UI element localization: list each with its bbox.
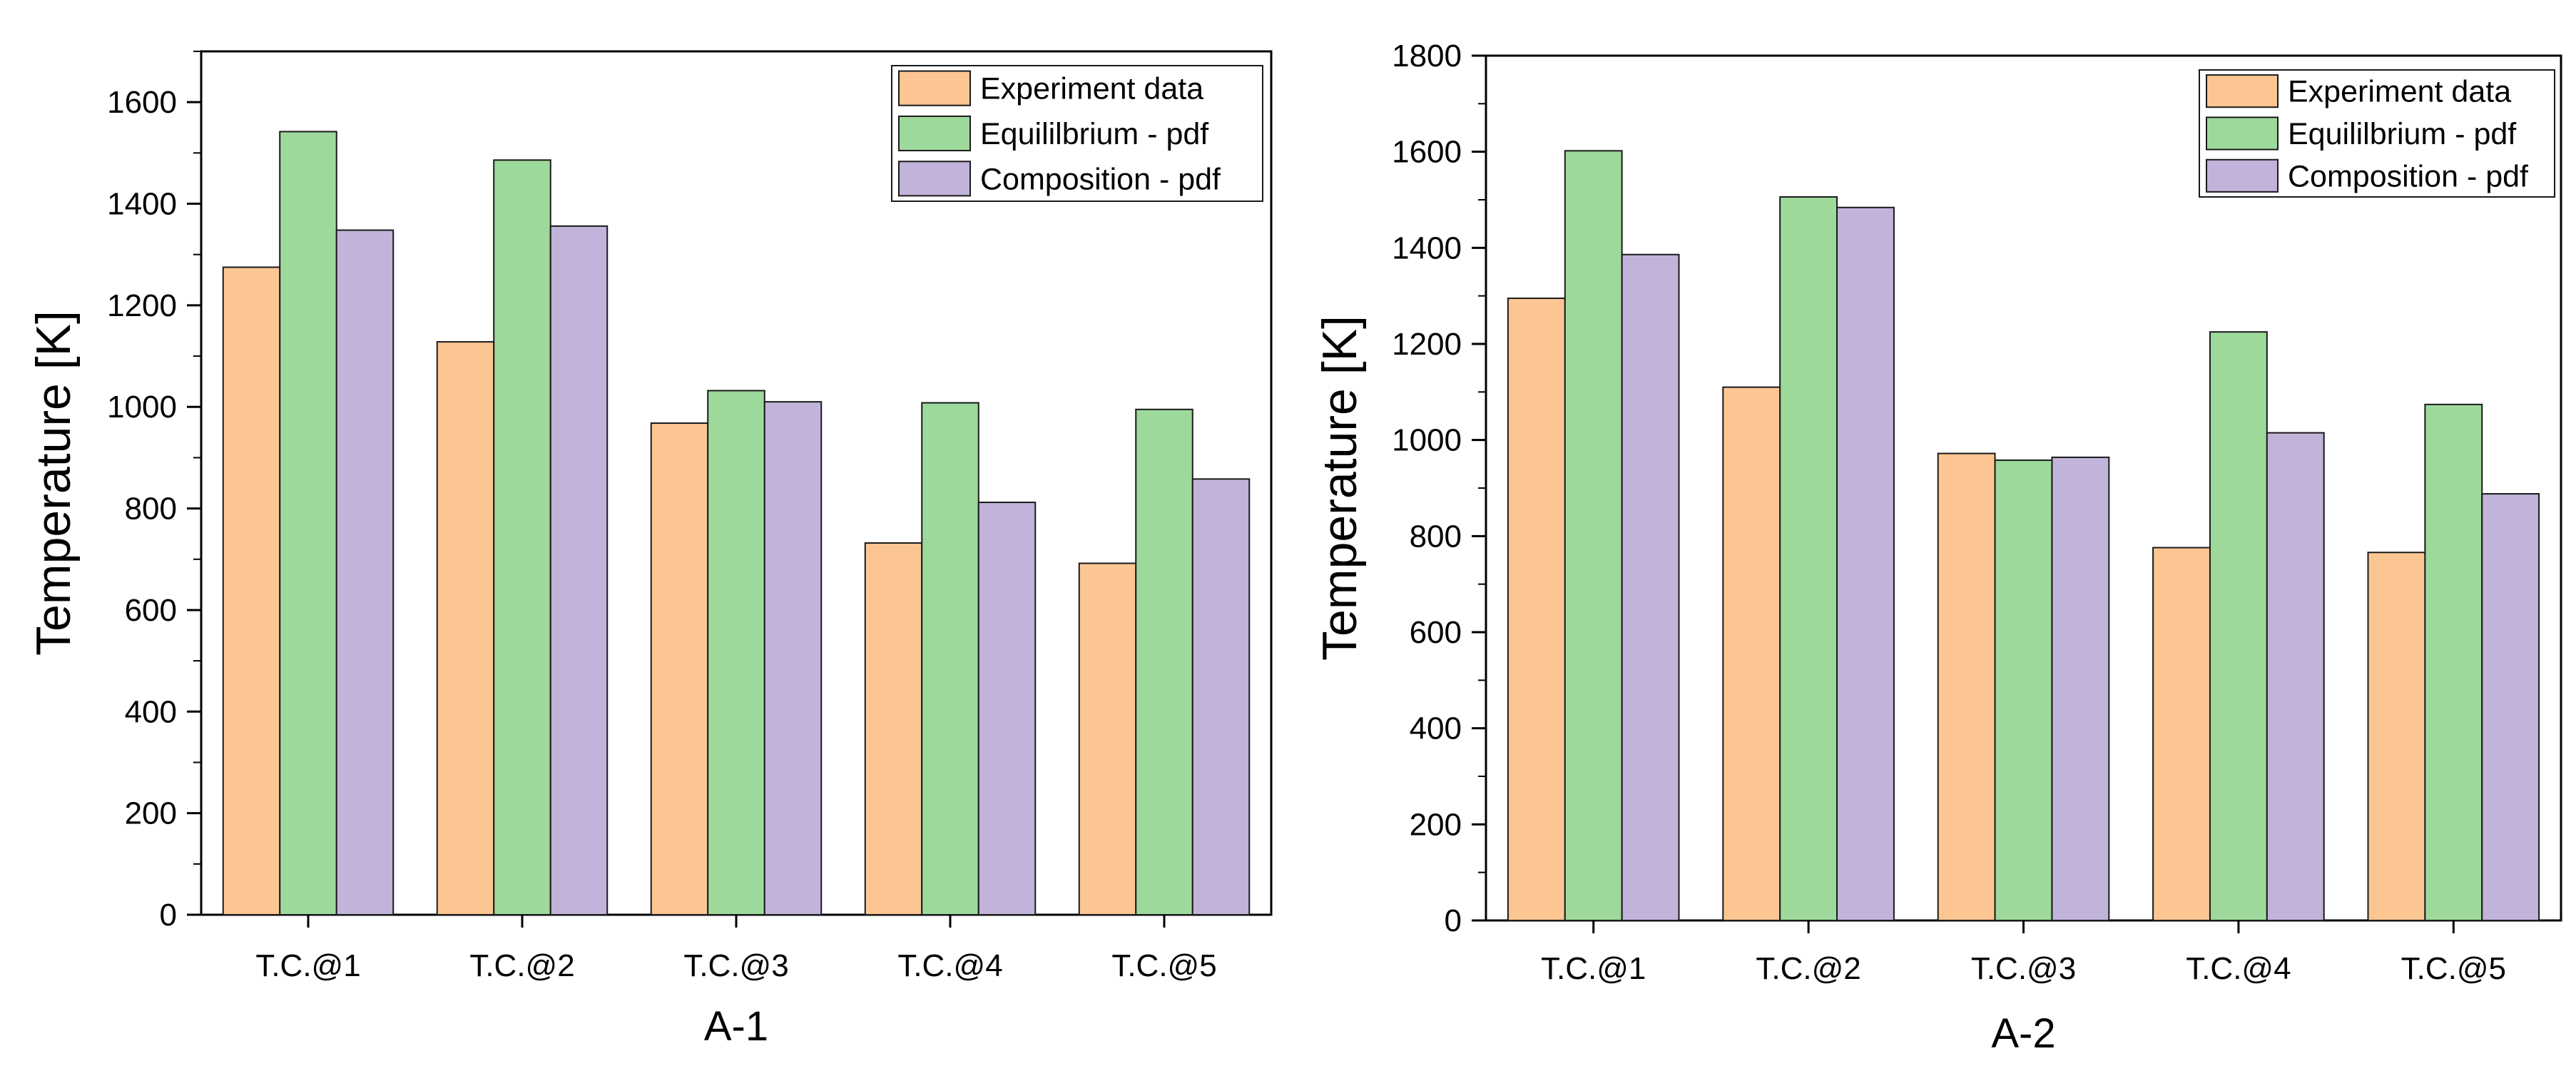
a1-bar-composition-1 — [335, 229, 394, 915]
a1-x-tick-label-3: T.C.@3 — [683, 948, 788, 983]
a1-bar-composition-2 — [549, 225, 609, 915]
a1-legend-label-experiment: Experiment data — [980, 72, 1203, 106]
a2-legend-label-experiment: Experiment data — [2288, 75, 2511, 109]
a2-bar-equilibrium-4 — [2209, 331, 2268, 921]
a2-bar-experiment-1 — [1507, 298, 1566, 921]
a1-y-tick-label-400: 400 — [125, 694, 177, 729]
a2-bar-experiment-5 — [2367, 552, 2426, 921]
a2-y-tick-label-800: 800 — [1410, 519, 1462, 554]
a2-y-tick-label-0: 0 — [1445, 903, 1462, 938]
a1-bar-composition-5 — [1191, 478, 1251, 915]
a1-x-tick-label-4: T.C.@4 — [897, 948, 1002, 983]
a2-bar-experiment-4 — [2152, 547, 2211, 921]
a1-bar-equilibrium-1 — [279, 131, 337, 915]
a2-y-axis-title: Temperature [K] — [1313, 315, 1367, 661]
a1-y-tick-label-1200: 1200 — [107, 288, 177, 323]
a1-x-axis-title: A-1 — [704, 1003, 768, 1050]
a2-y-tick-label-600: 600 — [1410, 615, 1462, 650]
a2-bar-composition-5 — [2481, 493, 2540, 921]
a1-x-tick-label-5: T.C.@5 — [1111, 948, 1216, 983]
a2-legend-swatch-experiment — [2206, 74, 2279, 108]
a1-x-tick-label-2: T.C.@2 — [469, 948, 574, 983]
a2-bar-composition-1 — [1621, 253, 1680, 921]
a2-legend-swatch-equilibrium — [2206, 116, 2279, 151]
a1-bar-composition-4 — [977, 502, 1037, 915]
a2-bar-composition-4 — [2266, 432, 2325, 921]
a2-bar-composition-3 — [2051, 456, 2110, 921]
a1-legend-swatch-experiment — [898, 70, 971, 106]
a1-bar-equilibrium-5 — [1135, 408, 1193, 915]
a1-legend-swatch-equilibrium — [898, 115, 971, 152]
a1-bar-equilibrium-2 — [493, 159, 551, 916]
a2-x-axis-title: A-2 — [1991, 1010, 2055, 1057]
a2-bar-equilibrium-5 — [2424, 403, 2483, 921]
a2-y-tick-label-1600: 1600 — [1392, 135, 1462, 170]
a2-y-tick-label-1000: 1000 — [1392, 423, 1462, 458]
a2-y-tick-label-400: 400 — [1410, 711, 1462, 746]
a2-bar-experiment-3 — [1937, 452, 1996, 921]
a2-x-tick-label-4: T.C.@4 — [2186, 951, 2291, 986]
a1-y-tick-label-0: 0 — [160, 898, 177, 933]
a1-y-tick-label-800: 800 — [125, 492, 177, 527]
a2-legend-label-equilibrium: Equililbrium - pdf — [2288, 117, 2517, 151]
a1-bar-composition-3 — [763, 401, 823, 915]
a2-x-tick-label-5: T.C.@5 — [2401, 951, 2506, 986]
a1-x-tick-label-1: T.C.@1 — [255, 948, 360, 983]
a2-x-tick-label-2: T.C.@2 — [1756, 951, 1860, 986]
a1-y-tick-label-1000: 1000 — [107, 390, 177, 425]
a2-y-tick-label-1400: 1400 — [1392, 230, 1462, 265]
a1-legend-swatch-composition — [898, 161, 971, 197]
a1-legend-label-equilibrium: Equililbrium - pdf — [980, 117, 1209, 151]
a2-y-tick-label-1800: 1800 — [1392, 39, 1462, 73]
a2-bar-equilibrium-1 — [1564, 150, 1623, 922]
a2-bar-experiment-2 — [1722, 386, 1781, 921]
a1-y-tick-label-1600: 1600 — [107, 85, 177, 120]
a1-bar-experiment-4 — [864, 542, 923, 915]
a2-y-tick-label-200: 200 — [1410, 807, 1462, 842]
a1-bar-equilibrium-3 — [707, 390, 765, 915]
a1-legend-label-composition: Composition - pdf — [980, 162, 1221, 196]
a2-legend-label-composition: Composition - pdf — [2288, 159, 2529, 193]
a1-y-tick-label-200: 200 — [125, 796, 177, 831]
a1-bar-experiment-5 — [1078, 562, 1137, 915]
a2-bar-equilibrium-2 — [1779, 196, 1838, 921]
a2-x-tick-label-3: T.C.@3 — [1971, 951, 2076, 986]
a1-y-tick-label-600: 600 — [125, 593, 177, 628]
a2-legend-swatch-composition — [2206, 158, 2279, 193]
a2-x-tick-label-1: T.C.@1 — [1541, 951, 1646, 986]
a2-y-tick-label-1200: 1200 — [1392, 327, 1462, 362]
a2-bar-equilibrium-3 — [1994, 459, 2053, 921]
a1-bar-experiment-1 — [222, 266, 281, 915]
a1-y-tick-label-1400: 1400 — [107, 187, 177, 222]
a1-y-axis-title: Temperature [K] — [26, 310, 81, 656]
a2-bar-composition-2 — [1836, 206, 1895, 922]
